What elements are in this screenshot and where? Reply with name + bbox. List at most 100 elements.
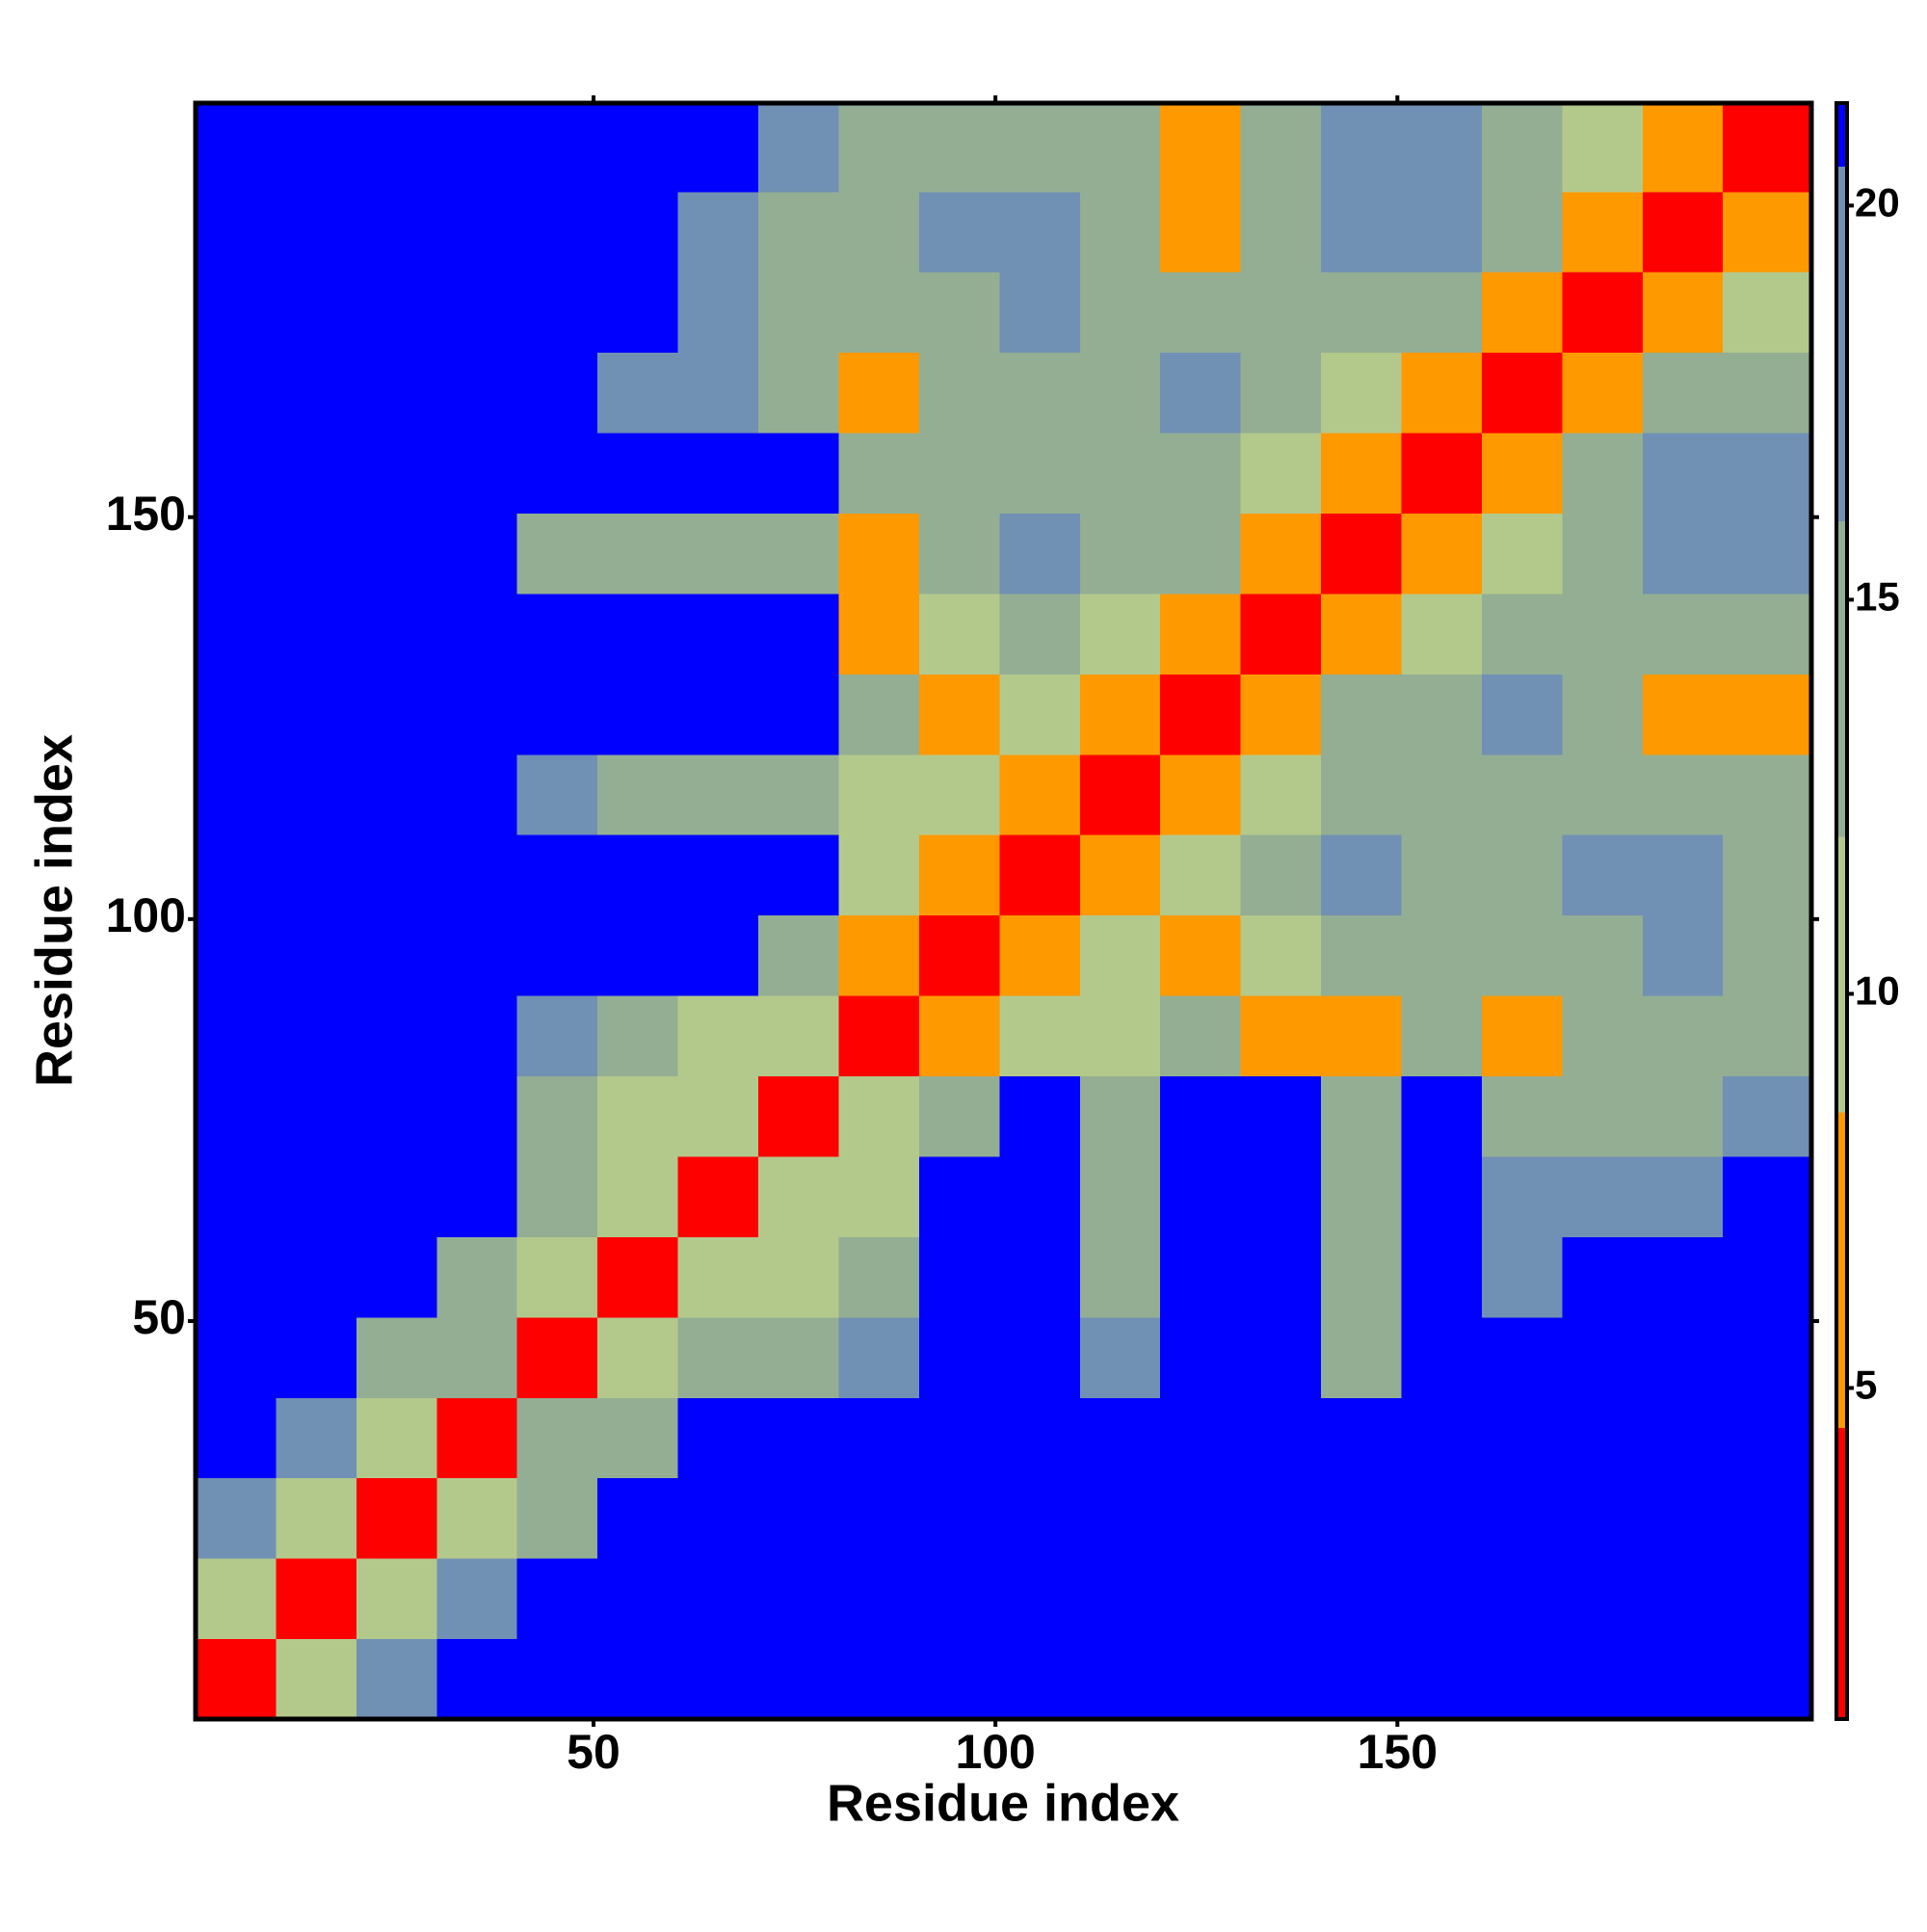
heatmap-cell: [1079, 914, 1161, 996]
heatmap-cell: [196, 1477, 277, 1559]
heatmap-cell: [1240, 754, 1322, 835]
heatmap-cell: [999, 191, 1081, 273]
heatmap-cell: [276, 674, 357, 755]
heatmap-cell: [999, 1638, 1081, 1720]
heatmap-cell: [1160, 1397, 1242, 1479]
heatmap-cell: [758, 1236, 839, 1318]
heatmap-cell: [1642, 103, 1724, 193]
heatmap-cell: [1160, 103, 1242, 193]
heatmap-cell: [516, 674, 598, 755]
heatmap-cell: [1642, 834, 1724, 916]
heatmap-cell: [999, 834, 1081, 916]
heatmap-cell: [758, 834, 839, 916]
y-tick-label: 50: [132, 1290, 186, 1344]
heatmap-cell: [918, 433, 1000, 515]
heatmap-cell: [1562, 103, 1644, 193]
heatmap-cell: [1642, 513, 1724, 595]
heatmap-cell: [1723, 834, 1812, 916]
heatmap-cell: [999, 1477, 1081, 1559]
heatmap-cell: [1562, 995, 1644, 1077]
heatmap-cell: [356, 352, 437, 434]
heatmap-cell: [1642, 995, 1724, 1077]
heatmap-cell: [1481, 1638, 1563, 1720]
heatmap-cell: [597, 272, 679, 354]
heatmap-cell: [1562, 1155, 1644, 1237]
heatmap-cell: [1723, 513, 1812, 595]
heatmap-cell: [677, 1638, 759, 1720]
heatmap-cell: [677, 1075, 759, 1157]
heatmap-cell: [1160, 995, 1242, 1077]
heatmap-cell: [1321, 1477, 1402, 1559]
heatmap-cell: [1160, 513, 1242, 595]
heatmap-cell: [1079, 1638, 1161, 1720]
heatmap-cell: [1642, 272, 1724, 354]
heatmap-cell: [1642, 593, 1724, 675]
heatmap-cell: [838, 754, 920, 835]
heatmap-cell: [1401, 1075, 1483, 1157]
heatmap-cell: [1401, 1558, 1483, 1640]
heatmap-cell: [196, 995, 277, 1077]
heatmap-cell: [1642, 1477, 1724, 1559]
heatmap-cell: [1481, 1397, 1563, 1479]
heatmap-cell: [1079, 1075, 1161, 1157]
heatmap-cell: [1321, 433, 1402, 515]
heatmap-cell: [1160, 352, 1242, 434]
heatmap-cell: [597, 352, 679, 434]
heatmap-cell: [356, 593, 437, 675]
heatmap-cell: [677, 674, 759, 755]
heatmap-cell: [1642, 1155, 1724, 1237]
heatmap-cell: [356, 513, 437, 595]
heatmap-cell: [677, 272, 759, 354]
heatmap-cell: [436, 674, 518, 755]
heatmap-cell: [1723, 1316, 1812, 1398]
heatmap-cell: [999, 1397, 1081, 1479]
heatmap-cell: [758, 103, 839, 193]
x-tick-label: 100: [955, 1725, 1035, 1779]
heatmap-cell: [1240, 1316, 1322, 1398]
heatmap-cell: [196, 1236, 277, 1318]
heatmap-cell: [276, 1316, 357, 1398]
heatmap-cell: [1723, 674, 1812, 755]
colorbar-segment: [1836, 1427, 1847, 1720]
heatmap-cell: [1723, 272, 1812, 354]
heatmap-cell: [1481, 1236, 1563, 1318]
heatmap-cell: [436, 191, 518, 273]
heatmap-cell: [356, 433, 437, 515]
heatmap-cell: [1723, 593, 1812, 675]
heatmap-cell: [356, 834, 437, 916]
x-tick-label: 150: [1358, 1725, 1438, 1779]
heatmap-cell: [436, 593, 518, 675]
heatmap-cell: [436, 513, 518, 595]
heatmap-cell: [1321, 1638, 1402, 1720]
heatmap-cell: [1481, 754, 1563, 835]
heatmap-cell: [276, 1558, 357, 1640]
heatmap-cell: [1321, 1155, 1402, 1237]
heatmap-cell: [1240, 1477, 1322, 1559]
heatmap-cell: [838, 1155, 920, 1237]
heatmap-cell: [196, 1075, 277, 1157]
heatmap-cell: [597, 1236, 679, 1318]
heatmap-cell: [918, 754, 1000, 835]
heatmap-cell: [1240, 1155, 1322, 1237]
heatmap-cell: [516, 914, 598, 996]
heatmap-cell: [838, 433, 920, 515]
heatmap-cell: [999, 1316, 1081, 1398]
heatmap-cell: [918, 103, 1000, 193]
heatmap-cell: [516, 1638, 598, 1720]
y-tick-label: 150: [106, 487, 186, 541]
heatmap-cell: [918, 1558, 1000, 1640]
heatmap-cell: [516, 103, 598, 193]
colorbar-segment: [1836, 103, 1847, 167]
heatmap-cell: [1562, 1638, 1644, 1720]
heatmap-cell: [276, 352, 357, 434]
heatmap-cell: [436, 1477, 518, 1559]
heatmap-cell: [1321, 513, 1402, 595]
heatmap-cell: [999, 995, 1081, 1077]
heatmap-cell: [1401, 513, 1483, 595]
heatmap-cell: [918, 1316, 1000, 1398]
heatmap-cell: [999, 914, 1081, 996]
heatmap-cell: [1481, 513, 1563, 595]
heatmap-cell: [276, 1075, 357, 1157]
heatmap-cell: [1079, 1316, 1161, 1398]
heatmap-cell: [1642, 1397, 1724, 1479]
